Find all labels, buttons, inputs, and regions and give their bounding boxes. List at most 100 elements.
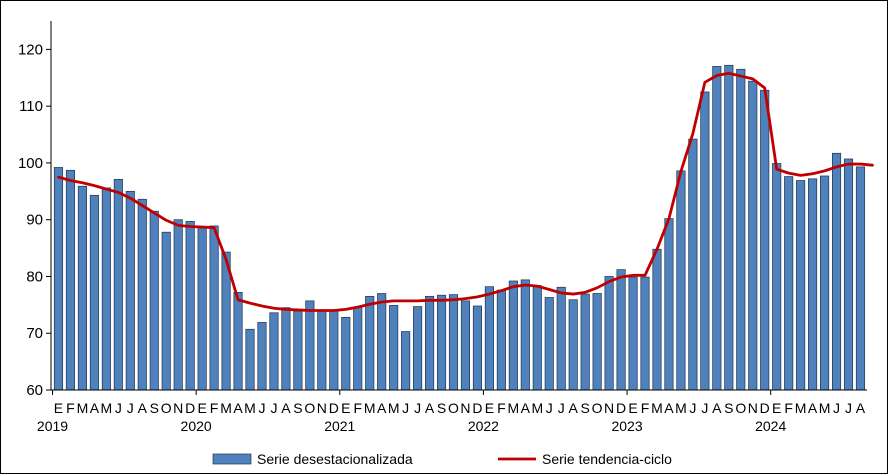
bar [472,305,482,391]
bar [413,306,423,391]
y-tick-label: 90 [26,212,43,229]
year-label: 2021 [324,418,355,434]
month-label: A [808,400,818,416]
bar [592,293,602,391]
month-label: M [364,400,376,416]
bar [436,294,447,391]
bar [269,312,279,391]
bar [245,328,255,391]
month-label: S [437,400,446,416]
month-label: A [90,400,100,416]
legend-label-trend: Serie tendencia-ciclo [542,451,672,467]
bar [329,310,339,391]
month-label: N [748,400,758,416]
bar [101,187,111,391]
month-label: E [341,400,350,416]
month-label: F [497,400,506,416]
bar [209,225,219,391]
month-label: E [628,400,637,416]
month-label: D [616,400,626,416]
y-tick-label: 110 [19,98,43,115]
bar [688,138,698,391]
month-label: S [293,400,302,416]
month-label: M [388,400,400,416]
month-label: M [819,400,831,416]
bar [460,300,471,391]
bar [556,286,566,391]
month-label: A [664,400,674,416]
month-label: N [604,400,614,416]
bar [389,305,399,391]
year-label: 2023 [611,418,642,434]
month-label: M [651,400,663,416]
month-label: E [197,400,206,416]
month-label: F [210,400,219,416]
bar [700,91,710,391]
year-label: 2024 [755,418,786,434]
bar [341,316,351,391]
trend-line [57,71,874,312]
bar [820,175,830,391]
bar [137,198,147,391]
bar [185,221,195,391]
month-label: A [138,400,148,416]
bar [760,89,770,391]
bar [113,179,123,391]
month-label: S [150,400,159,416]
bar-series [53,64,866,391]
bar [77,185,87,391]
month-label: A [569,400,579,416]
bar [664,218,674,391]
bar [377,293,387,391]
month-label: S [724,400,733,416]
bar [748,80,758,391]
month-label: M [795,400,807,416]
month-label: D [185,400,195,416]
bar [425,295,435,391]
month-label: M [77,400,89,416]
month-label: A [521,400,531,416]
bar [305,300,315,391]
bar [843,158,854,391]
month-label: O [448,400,459,416]
bar [508,280,518,391]
bar [724,64,734,391]
y-tick-label: 70 [26,325,43,342]
month-label: A [377,400,387,416]
month-label: M [531,400,543,416]
bar [580,293,590,391]
bar [484,286,494,391]
legend-swatch-bars [212,453,252,465]
month-label: F [784,400,793,416]
month-label: N [173,400,183,416]
month-label: O [592,400,603,416]
trend-series [57,71,874,312]
bar [257,322,267,391]
month-label: S [580,400,589,416]
bar [796,180,806,391]
month-label: F [353,400,362,416]
bar [616,269,626,391]
month-label: J [689,400,696,416]
month-label: D [329,400,339,416]
bar [784,176,794,391]
bar [568,299,578,391]
month-label: J [270,400,277,416]
bar [532,285,542,391]
month-label: A [856,400,866,416]
bar [736,68,746,391]
bar [125,190,135,391]
bar [353,306,363,391]
year-label: 2022 [468,418,499,434]
month-label: J [115,400,122,416]
bar [161,231,171,391]
month-label: J [414,400,421,416]
bar [772,163,782,391]
month-label: F [66,400,75,416]
month-label: M [675,400,687,416]
month-label: J [845,400,852,416]
month-label: O [735,400,746,416]
